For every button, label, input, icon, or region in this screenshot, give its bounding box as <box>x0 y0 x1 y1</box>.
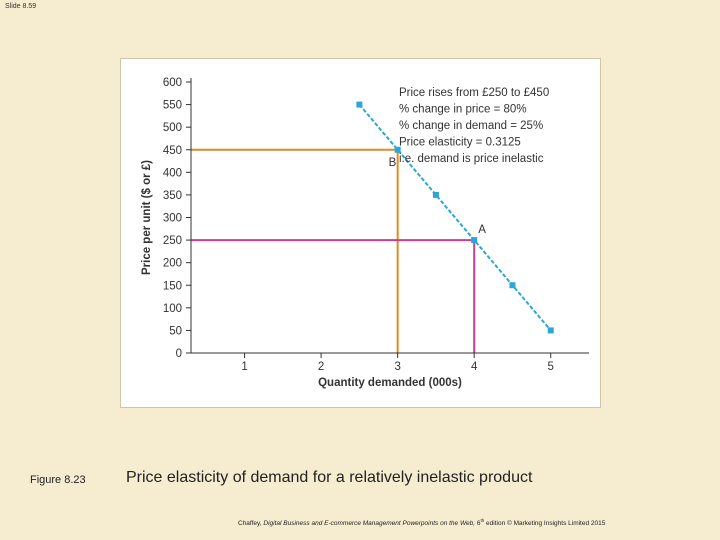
x-tick-label: 2 <box>318 361 324 373</box>
annotation-line: Price elasticity = 0.3125 <box>399 137 521 149</box>
data-point <box>356 101 363 108</box>
data-point <box>509 282 516 289</box>
point-label-A: A <box>478 224 486 236</box>
y-tick-label: 450 <box>163 145 182 157</box>
y-tick-label: 350 <box>163 190 182 202</box>
figure-panel: 0 50 100 150 200 250 300 350 400 450 500 550 600 1 2 3 4… <box>120 58 601 408</box>
source-authors: Chaffey, <box>238 520 264 528</box>
slide-number: Slide 8.59 <box>5 3 37 10</box>
y-tick-label: 500 <box>163 122 182 134</box>
annotation-line: Price rises from £250 to £450 <box>399 87 549 99</box>
figure-caption: Price elasticity of demand for a relativ… <box>126 469 533 486</box>
x-tick-label: 4 <box>471 361 478 373</box>
demand-chart: 0 50 100 150 200 250 300 350 400 450 500 550 600 1 2 3 4… <box>141 77 589 389</box>
source-credit: Chaffey, Digital Business and E-commerce… <box>238 518 605 527</box>
source-edition-suffix: th <box>480 518 485 523</box>
y-tick-label: 0 <box>176 348 182 360</box>
y-tick-label: 50 <box>169 325 182 337</box>
y-tick-label: 200 <box>163 258 182 270</box>
y-axis-title: Price per unit ($ or £) <box>141 160 153 275</box>
annotation-line: % change in price = 80% <box>399 104 527 116</box>
source-title: Digital Business and E-commerce Manageme… <box>263 520 477 528</box>
x-tick-label: 3 <box>394 361 400 373</box>
data-point <box>547 327 554 334</box>
y-tick-label: 100 <box>163 303 182 315</box>
x-tick-label: 5 <box>548 361 554 373</box>
y-tick-label: 250 <box>163 235 182 247</box>
data-point <box>471 237 478 244</box>
x-tick-label: 1 <box>241 361 247 373</box>
data-point <box>432 191 439 198</box>
annotation-line: i.e. demand is price inelastic <box>399 153 544 165</box>
annotation-line: % change in demand = 25% <box>399 120 543 132</box>
x-axis-title: Quantity demanded (000s) <box>318 377 462 389</box>
y-tick-label: 600 <box>163 77 182 89</box>
demand-curve <box>358 103 552 332</box>
figure-label: Figure 8.23 <box>30 474 86 486</box>
y-tick-label: 400 <box>163 167 182 179</box>
source-rest: edition © Marketing Insights Limited 201… <box>484 520 606 528</box>
y-tick-label: 150 <box>163 280 182 292</box>
source-edition-number: 6 <box>476 520 481 528</box>
data-point <box>394 146 401 153</box>
point-label-B: B <box>389 157 397 169</box>
y-tick-label: 300 <box>163 213 182 225</box>
y-tick-label: 550 <box>163 100 182 112</box>
